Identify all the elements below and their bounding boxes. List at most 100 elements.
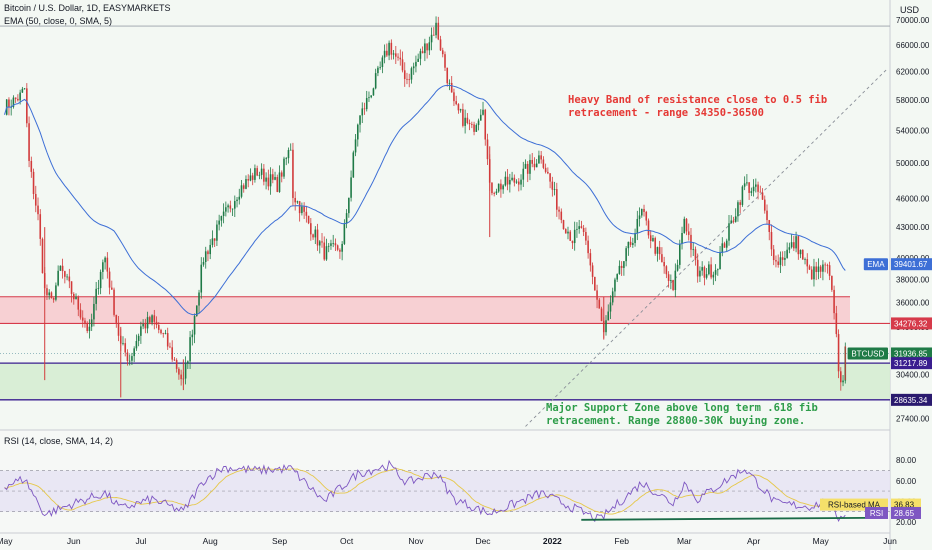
candle-body[interactable]	[643, 208, 645, 212]
candle-body[interactable]	[372, 88, 375, 96]
candle-body[interactable]	[21, 88, 24, 93]
candle-body[interactable]	[591, 265, 594, 277]
candle-body[interactable]	[276, 177, 279, 192]
candle-body[interactable]	[93, 303, 95, 320]
candle-body[interactable]	[200, 264, 203, 293]
resistance-zone[interactable]	[0, 296, 850, 324]
candle-body[interactable]	[625, 248, 627, 262]
candle-body[interactable]	[52, 298, 55, 300]
candle-body[interactable]	[433, 34, 435, 36]
candle-body[interactable]	[108, 271, 111, 288]
candle-body[interactable]	[694, 249, 697, 260]
candle-body[interactable]	[410, 68, 413, 80]
candle-body[interactable]	[354, 139, 357, 153]
candle-body[interactable]	[562, 220, 565, 230]
candle-body[interactable]	[26, 88, 28, 124]
candle-body[interactable]	[810, 269, 813, 280]
candle-body[interactable]	[23, 88, 26, 90]
candle-body[interactable]	[804, 259, 806, 260]
candle-body[interactable]	[106, 257, 109, 272]
candle-body[interactable]	[576, 228, 578, 230]
candle-body[interactable]	[755, 184, 757, 187]
candle-body[interactable]	[589, 253, 592, 266]
candle-body[interactable]	[813, 266, 815, 280]
candle-body[interactable]	[314, 229, 317, 238]
candle-body[interactable]	[345, 213, 348, 224]
candle-body[interactable]	[517, 181, 520, 185]
candle-body[interactable]	[522, 168, 525, 180]
candle-body[interactable]	[614, 279, 616, 292]
candle-body[interactable]	[310, 223, 312, 235]
candle-body[interactable]	[316, 229, 319, 246]
candle-body[interactable]	[529, 159, 531, 174]
candle-body[interactable]	[361, 108, 364, 116]
candle-body[interactable]	[113, 289, 115, 315]
candle-body[interactable]	[448, 82, 451, 84]
candle-body[interactable]	[401, 59, 404, 71]
candle-body[interactable]	[289, 149, 292, 151]
candle-body[interactable]	[363, 108, 366, 110]
candle-body[interactable]	[509, 179, 511, 185]
rsi-badge-value[interactable]: 28.65	[894, 509, 915, 518]
candle-body[interactable]	[184, 363, 187, 379]
candle-body[interactable]	[229, 205, 232, 209]
rsi-trendline[interactable]	[581, 516, 886, 521]
candle-body[interactable]	[412, 66, 415, 69]
candle-body[interactable]	[258, 174, 261, 176]
candle-body[interactable]	[620, 265, 623, 268]
candle-body[interactable]	[748, 182, 750, 193]
candle-body[interactable]	[294, 197, 296, 203]
candle-body[interactable]	[705, 274, 708, 278]
candle-body[interactable]	[187, 361, 189, 364]
candle-body[interactable]	[77, 296, 80, 310]
support-zone[interactable]	[0, 363, 890, 400]
candle-body[interactable]	[193, 315, 196, 335]
candle-body[interactable]	[12, 97, 15, 107]
candle-body[interactable]	[34, 193, 37, 206]
candle-body[interactable]	[793, 242, 795, 249]
candle-body[interactable]	[520, 179, 522, 185]
btcusd-badge-value[interactable]: 31936.85	[894, 349, 928, 358]
rsi-legend[interactable]: RSI (14, close, SMA, 14, 2)	[4, 436, 114, 446]
candle-body[interactable]	[833, 289, 835, 314]
candle-body[interactable]	[567, 231, 569, 234]
candle-body[interactable]	[556, 189, 558, 210]
candle-body[interactable]	[359, 115, 361, 125]
candle-body[interactable]	[269, 174, 272, 187]
candle-body[interactable]	[822, 264, 824, 272]
candle-body[interactable]	[171, 347, 173, 360]
candle-body[interactable]	[48, 292, 50, 296]
candle-body[interactable]	[717, 269, 719, 271]
candle-body[interactable]	[403, 70, 406, 79]
candle-body[interactable]	[569, 231, 572, 241]
candle-body[interactable]	[663, 261, 665, 267]
candle-body[interactable]	[28, 123, 30, 161]
candle-body[interactable]	[547, 171, 549, 174]
candle-body[interactable]	[560, 211, 563, 221]
candle-body[interactable]	[126, 352, 129, 362]
candle-body[interactable]	[808, 266, 811, 270]
candle-body[interactable]	[207, 251, 209, 255]
candle-body[interactable]	[251, 175, 254, 180]
candle-body[interactable]	[649, 235, 652, 241]
candle-body[interactable]	[788, 247, 791, 250]
candle-body[interactable]	[531, 159, 534, 164]
candle-body[interactable]	[365, 98, 368, 110]
candle-body[interactable]	[743, 183, 746, 187]
candle-body[interactable]	[175, 359, 178, 369]
candle-body[interactable]	[66, 276, 68, 278]
candle-body[interactable]	[356, 124, 359, 140]
candle-body[interactable]	[609, 302, 612, 312]
candle-body[interactable]	[374, 73, 377, 89]
candle-body[interactable]	[506, 176, 509, 185]
candle-body[interactable]	[426, 43, 428, 51]
candle-body[interactable]	[437, 22, 440, 40]
candle-body[interactable]	[238, 196, 241, 200]
candle-body[interactable]	[72, 293, 75, 300]
candle-body[interactable]	[435, 22, 437, 36]
candle-body[interactable]	[30, 160, 33, 172]
candle-body[interactable]	[180, 374, 182, 380]
candle-body[interactable]	[652, 238, 654, 241]
candle-body[interactable]	[634, 233, 636, 244]
